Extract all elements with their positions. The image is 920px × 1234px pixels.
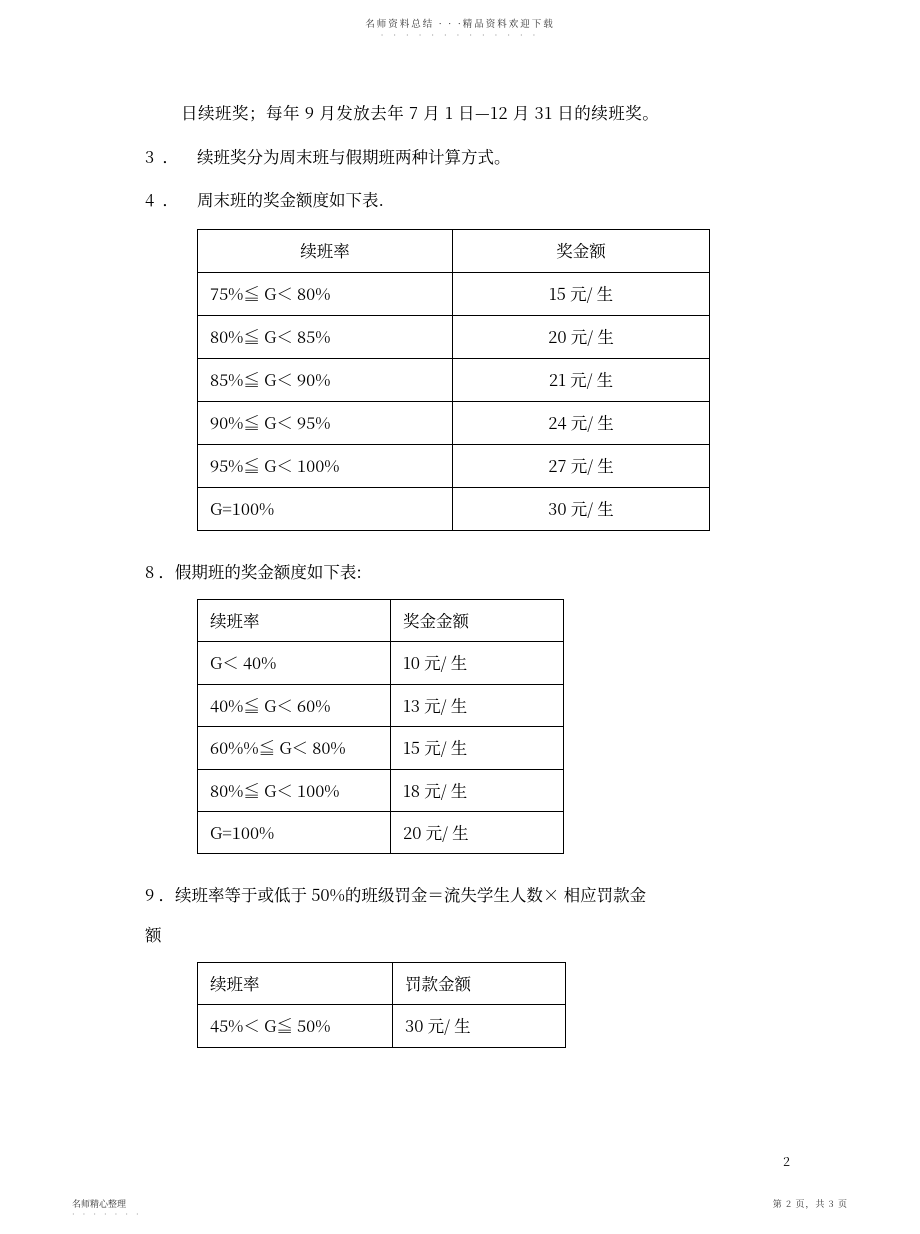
table-row: 续班率 奖金额 <box>198 230 710 273</box>
table-cell: 15 元/ 生 <box>391 727 564 769</box>
table-cell: 75%≦ G＜ 80% <box>198 273 453 316</box>
section-9-line1: 9 ．续班率等于或低于 50%的班级罚金＝流失学生人数× 相应罚款金 <box>145 880 790 910</box>
table-row: 95%≦ G＜ 100% 27 元/ 生 <box>198 445 710 488</box>
table-row: 60%%≦ G＜ 80% 15 元/ 生 <box>198 727 564 769</box>
table-cell: 18 元/ 生 <box>391 769 564 811</box>
table-holiday-bonus: 续班率 奖金金额 G＜ 40% 10 元/ 生 40%≦ G＜ 60% 13 元… <box>197 599 564 855</box>
table-row: 85%≦ G＜ 90% 21 元/ 生 <box>198 359 710 402</box>
table-weekend-bonus: 续班率 奖金额 75%≦ G＜ 80% 15 元/ 生 80%≦ G＜ 85% … <box>197 229 710 531</box>
content: 日续班奖；每年 9 月发放去年 7 月 1 日—12 月 31 日的续班奖。 3… <box>145 98 790 1048</box>
table-row: 80%≦ G＜ 100% 18 元/ 生 <box>198 769 564 811</box>
table-cell: 24 元/ 生 <box>453 402 710 445</box>
table-row: G=100% 20 元/ 生 <box>198 811 564 853</box>
table-cell: 20 元/ 生 <box>453 316 710 359</box>
header-top: 名师资料总结 · · ·精品资料欢迎下载 <box>0 16 920 30</box>
table-cell: 13 元/ 生 <box>391 684 564 726</box>
item-4: 4 ． 周末班的奖金额度如下表. <box>145 185 790 215</box>
header-dots: · · · · · · · · · · · · · <box>0 30 920 41</box>
paragraph-continuation: 日续班奖；每年 9 月发放去年 7 月 1 日—12 月 31 日的续班奖。 <box>145 98 790 128</box>
table-header-cell: 奖金金额 <box>391 599 564 641</box>
table-header-cell: 续班率 <box>198 962 393 1004</box>
table-cell: 30 元/ 生 <box>453 488 710 531</box>
section-9-line2: 额 <box>145 920 790 950</box>
table-cell: 10 元/ 生 <box>391 642 564 684</box>
table-cell: 90%≦ G＜ 95% <box>198 402 453 445</box>
item-3-number: 3 ． <box>145 142 197 172</box>
section-8-label: 8 ．假期班的奖金额度如下表: <box>145 557 790 587</box>
footer-left-dots: · · · · · · · <box>72 1209 142 1220</box>
table-row: 75%≦ G＜ 80% 15 元/ 生 <box>198 273 710 316</box>
table-row: G＜ 40% 10 元/ 生 <box>198 642 564 684</box>
table-cell: G=100% <box>198 811 391 853</box>
table-cell: 95%≦ G＜ 100% <box>198 445 453 488</box>
table-row: 续班率 罚款金额 <box>198 962 566 1004</box>
table-row: 90%≦ G＜ 95% 24 元/ 生 <box>198 402 710 445</box>
table-cell: 80%≦ G＜ 85% <box>198 316 453 359</box>
table-cell: 30 元/ 生 <box>393 1005 566 1047</box>
item-4-body: 周末班的奖金额度如下表. <box>197 185 790 215</box>
table-cell: 40%≦ G＜ 60% <box>198 684 391 726</box>
table-cell: 45%＜ G≦ 50% <box>198 1005 393 1047</box>
table-cell: 80%≦ G＜ 100% <box>198 769 391 811</box>
table-cell: 15 元/ 生 <box>453 273 710 316</box>
table-row: 40%≦ G＜ 60% 13 元/ 生 <box>198 684 564 726</box>
table-penalty: 续班率 罚款金额 45%＜ G≦ 50% 30 元/ 生 <box>197 962 566 1048</box>
table-cell: 27 元/ 生 <box>453 445 710 488</box>
footer-right: 第 2 页，共 3 页 <box>773 1197 848 1210</box>
table-header-cell: 罚款金额 <box>393 962 566 1004</box>
item-4-number: 4 ． <box>145 185 197 215</box>
table-row: 续班率 奖金金额 <box>198 599 564 641</box>
table-row: 80%≦ G＜ 85% 20 元/ 生 <box>198 316 710 359</box>
table-cell: 20 元/ 生 <box>391 811 564 853</box>
table-row: G=100% 30 元/ 生 <box>198 488 710 531</box>
item-3: 3 ． 续班奖分为周末班与假期班两种计算方式。 <box>145 142 790 172</box>
table-header-cell: 续班率 <box>198 599 391 641</box>
page-number-inline: 2 <box>783 1152 790 1170</box>
table-header-cell: 奖金额 <box>453 230 710 273</box>
table-header-cell: 续班率 <box>198 230 453 273</box>
page: 名师资料总结 · · ·精品资料欢迎下载 · · · · · · · · · ·… <box>0 0 920 1234</box>
table-cell: 85%≦ G＜ 90% <box>198 359 453 402</box>
table-row: 45%＜ G≦ 50% 30 元/ 生 <box>198 1005 566 1047</box>
table-cell: 21 元/ 生 <box>453 359 710 402</box>
item-3-body: 续班奖分为周末班与假期班两种计算方式。 <box>197 142 790 172</box>
table-cell: G=100% <box>198 488 453 531</box>
table-cell: G＜ 40% <box>198 642 391 684</box>
table-cell: 60%%≦ G＜ 80% <box>198 727 391 769</box>
